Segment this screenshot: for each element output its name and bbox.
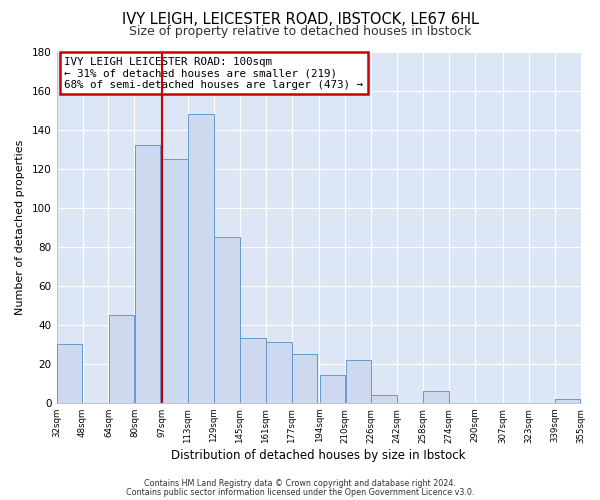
X-axis label: Distribution of detached houses by size in Ibstock: Distribution of detached houses by size … [171,450,466,462]
Y-axis label: Number of detached properties: Number of detached properties [15,140,25,315]
Bar [266,342,292,403]
Bar [292,354,317,403]
Bar [188,114,214,403]
Bar [214,237,239,403]
Text: IVY LEIGH, LEICESTER ROAD, IBSTOCK, LE67 6HL: IVY LEIGH, LEICESTER ROAD, IBSTOCK, LE67… [121,12,479,28]
Bar [424,391,449,403]
Bar [240,338,266,403]
Bar [320,376,345,403]
Text: Contains HM Land Registry data © Crown copyright and database right 2024.: Contains HM Land Registry data © Crown c… [144,479,456,488]
Bar [371,395,397,403]
Bar [555,399,580,403]
Bar [346,360,371,403]
Text: Size of property relative to detached houses in Ibstock: Size of property relative to detached ho… [129,25,471,38]
Bar [109,315,134,403]
Bar [57,344,82,403]
Bar [162,159,188,403]
Text: IVY LEIGH LEICESTER ROAD: 100sqm
← 31% of detached houses are smaller (219)
68% : IVY LEIGH LEICESTER ROAD: 100sqm ← 31% o… [64,57,364,90]
Bar [134,145,160,403]
Text: Contains public sector information licensed under the Open Government Licence v3: Contains public sector information licen… [126,488,474,497]
